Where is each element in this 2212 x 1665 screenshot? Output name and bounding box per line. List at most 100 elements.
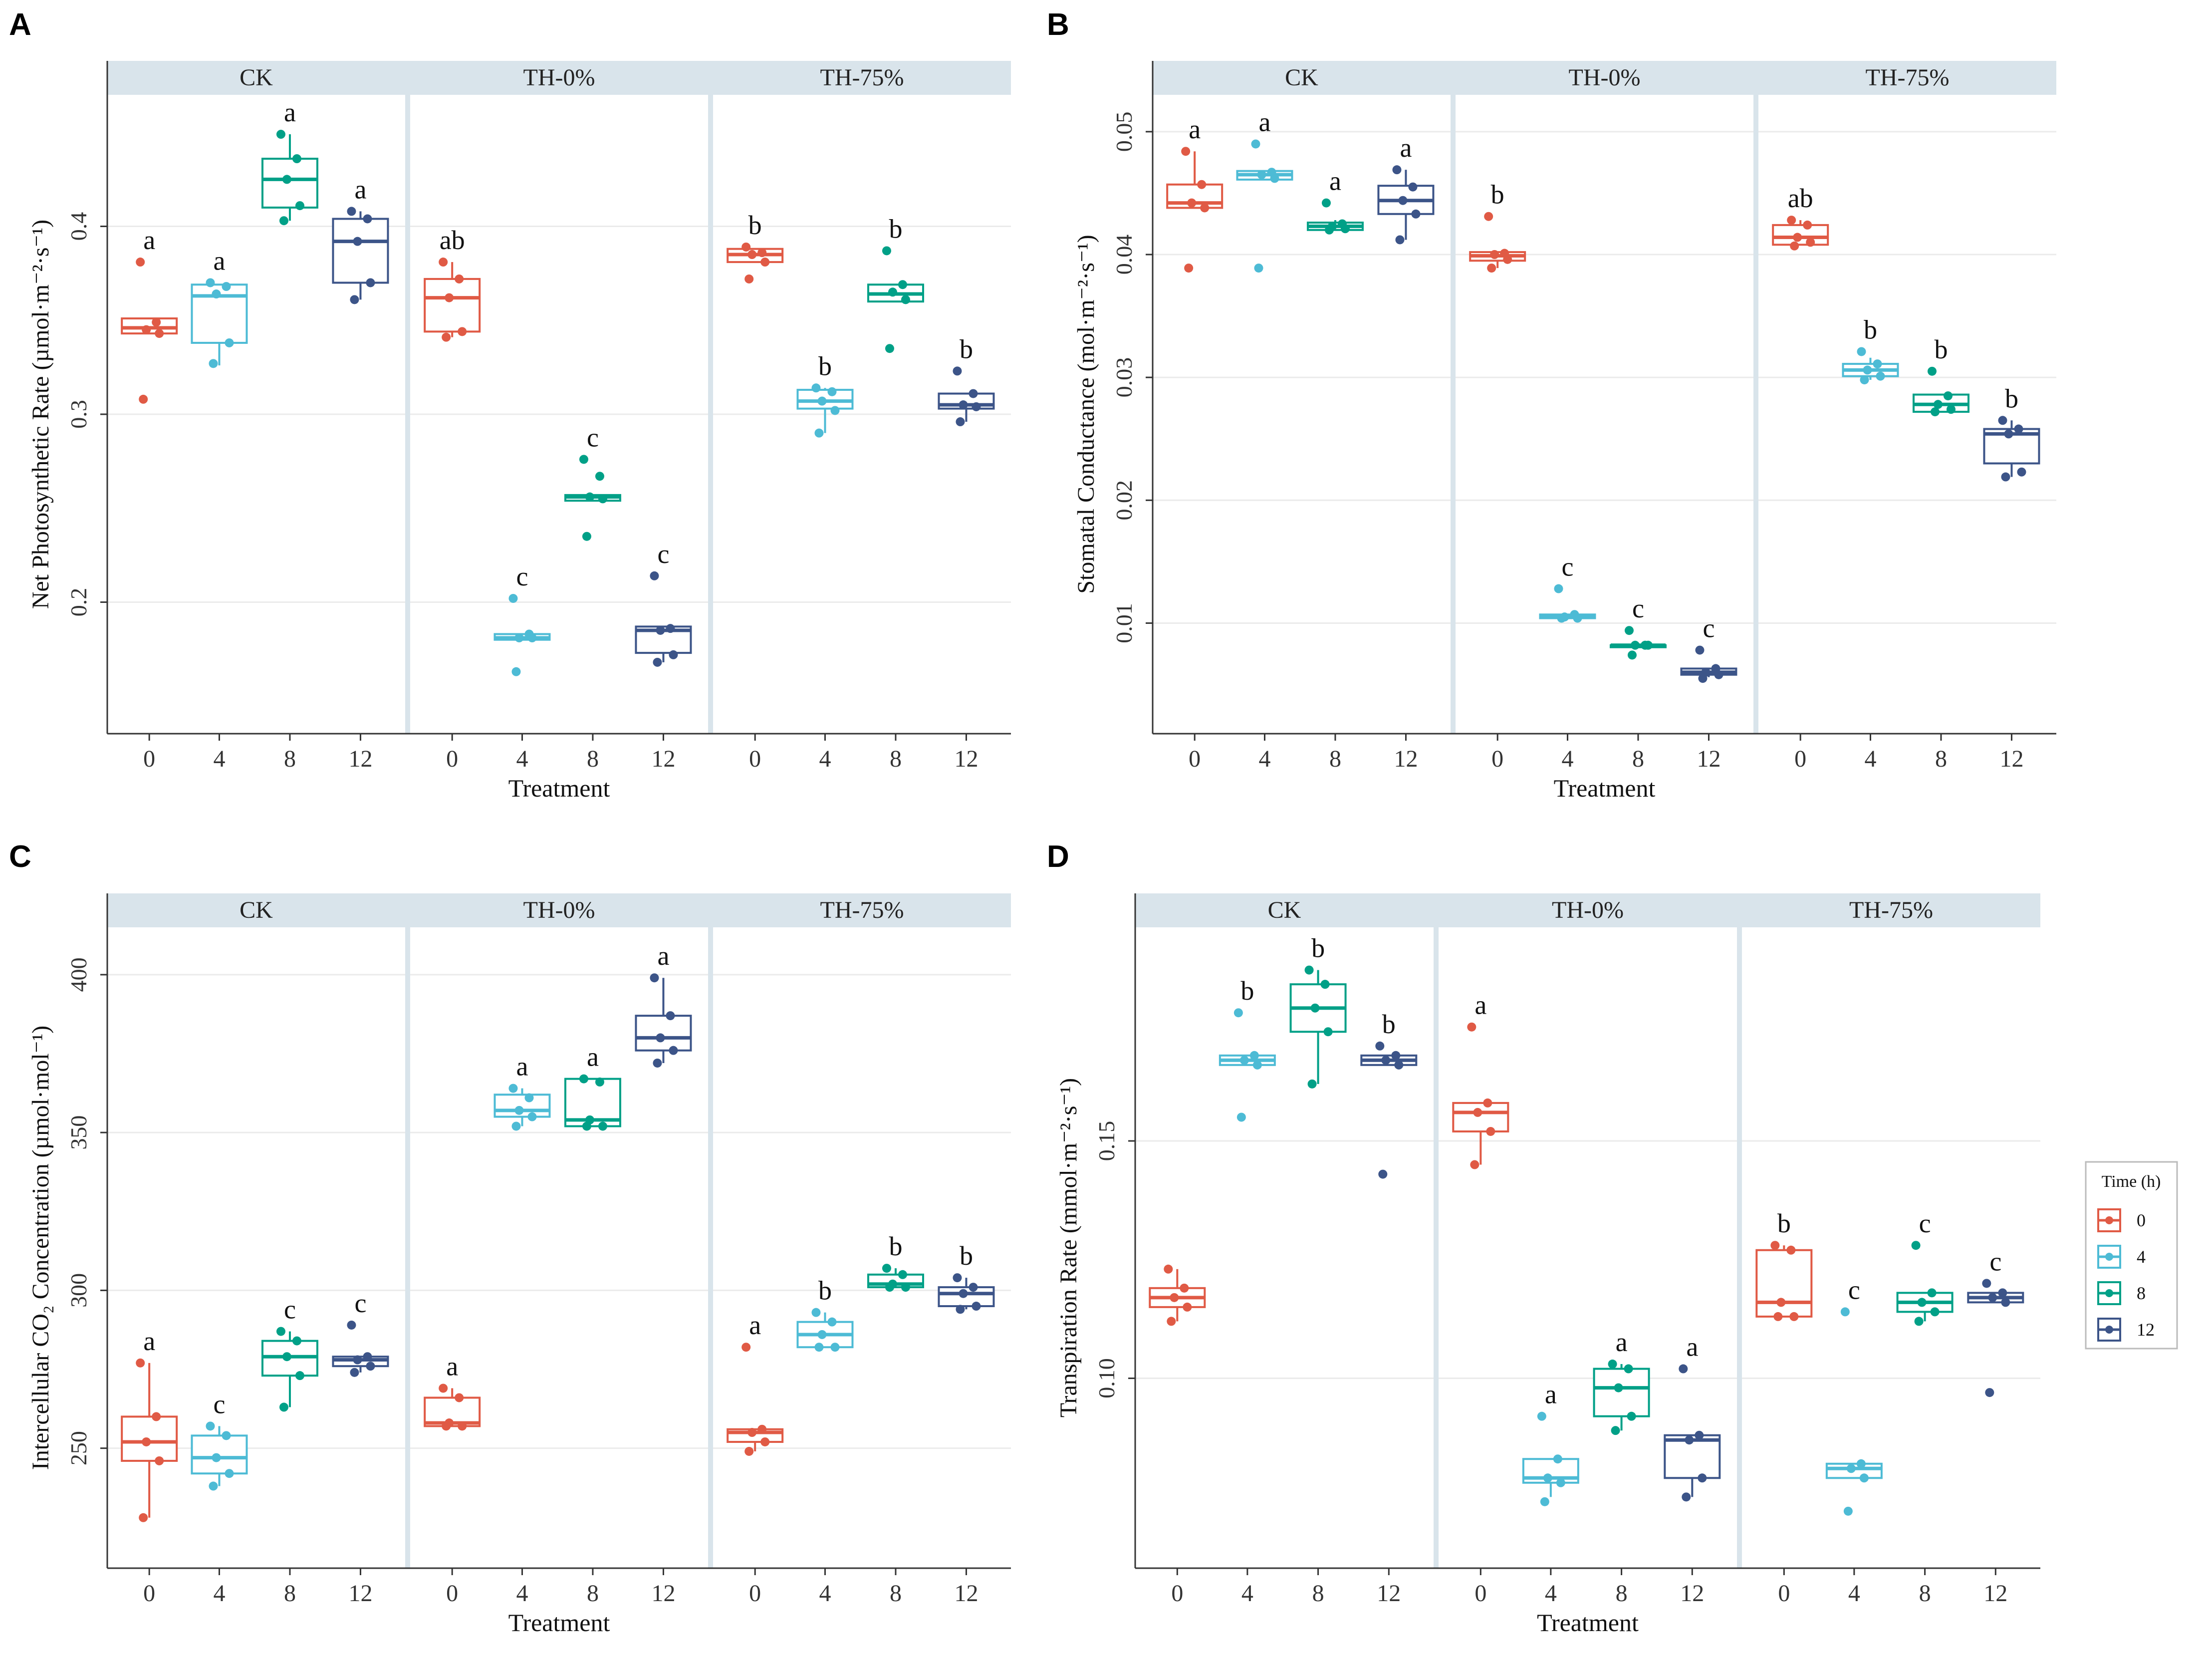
data-point: [524, 1093, 534, 1103]
x-tick-label: 0: [446, 1580, 458, 1607]
data-point: [1540, 1497, 1549, 1506]
x-tick-label: 4: [819, 1580, 831, 1607]
box-th0-t12: c: [635, 539, 692, 667]
data-point: [2004, 429, 2013, 439]
facet-strip: [1456, 61, 1753, 95]
panel-c: C CK a c c c 0 4 8 12 TH-0% a a a a 0 4 8 12 TH-75% a b b b 0 4 8 1…: [9, 839, 1011, 1637]
facet-title: TH-75%: [820, 64, 904, 91]
data-point: [222, 282, 231, 291]
data-point: [445, 293, 454, 302]
facet-title: TH-0%: [523, 64, 595, 91]
data-point: [1611, 1426, 1620, 1435]
data-point: [295, 201, 304, 211]
x-tick-label: 8: [890, 1580, 902, 1607]
data-point: [1375, 1041, 1385, 1051]
data-point: [142, 1437, 151, 1446]
facet-title: TH-0%: [1569, 64, 1641, 91]
data-point: [222, 1431, 231, 1440]
data-point: [1946, 405, 1956, 414]
data-point: [582, 532, 591, 541]
x-tick-label: 0: [749, 1580, 761, 1607]
legend: Time (h) 0 4 8 12: [2085, 1161, 2178, 1350]
data-point: [1187, 198, 1197, 208]
data-point: [2001, 1298, 2010, 1307]
data-point: [276, 1327, 285, 1336]
data-point: [279, 1402, 288, 1412]
data-point: [741, 1343, 751, 1352]
significance-letter: c: [1561, 552, 1573, 582]
significance-letter: b: [1382, 1009, 1396, 1039]
box-th75-t0: b: [1755, 1208, 1813, 1321]
data-point: [1787, 216, 1796, 225]
significance-letter: c: [516, 561, 528, 591]
data-point: [744, 1446, 754, 1456]
box-ck-t12: b: [1360, 1009, 1418, 1179]
data-point: [1770, 1241, 1780, 1250]
data-point: [155, 329, 164, 338]
x-tick-label: 4: [1258, 746, 1270, 772]
facet-strip: [1153, 61, 1451, 95]
significance-letter: a: [143, 225, 155, 255]
data-point: [206, 1421, 215, 1431]
data-point: [653, 657, 662, 667]
x-axis-label: Treatment: [508, 774, 610, 802]
y-tick-label: 250: [66, 1431, 91, 1465]
facet-title: CK: [1268, 897, 1301, 923]
data-point: [666, 1011, 675, 1021]
data-point: [1776, 1298, 1786, 1307]
box-ck-t4: c: [191, 1389, 248, 1491]
x-tick-label: 8: [890, 746, 902, 772]
data-point: [595, 472, 604, 481]
x-tick-label: 12: [1680, 1580, 1704, 1607]
data-point: [579, 1074, 588, 1084]
data-point: [1685, 1435, 1694, 1445]
data-point: [514, 1106, 524, 1115]
data-point: [882, 246, 891, 256]
box-ck-t0: a: [1166, 114, 1224, 273]
box-ck-t0: a: [121, 225, 178, 404]
significance-letter: a: [1400, 133, 1412, 163]
data-point: [959, 400, 968, 410]
significance-letter: c: [1703, 613, 1715, 643]
data-point: [292, 154, 301, 163]
data-point: [1200, 203, 1210, 213]
legend-key-point: [2105, 1253, 2113, 1261]
data-point: [292, 1336, 301, 1346]
significance-letter: b: [818, 1276, 832, 1306]
data-point: [1395, 235, 1405, 245]
box-th75-t4: b: [796, 351, 854, 438]
data-point: [152, 1412, 161, 1421]
data-point: [212, 1453, 221, 1462]
data-point: [827, 387, 837, 396]
data-point: [1252, 1060, 1262, 1070]
data-point: [747, 1428, 757, 1437]
data-point: [814, 1343, 824, 1352]
data-point: [741, 242, 751, 252]
data-point: [282, 1352, 291, 1362]
data-point: [969, 1283, 978, 1292]
data-point: [830, 406, 840, 415]
facet-panel: [713, 927, 1011, 1568]
data-point: [1985, 1388, 1994, 1397]
data-point: [901, 1283, 910, 1292]
data-point: [811, 1308, 821, 1317]
data-point: [1184, 264, 1194, 273]
box-th0-t4: c: [1539, 552, 1596, 623]
data-point: [1682, 1492, 1691, 1502]
legend-item-label: 4: [2137, 1247, 2146, 1267]
data-point: [1624, 1364, 1633, 1374]
significance-letter: b: [1240, 976, 1254, 1006]
box-iqr: [1452, 1102, 1509, 1132]
box-ck-t8: b: [1289, 933, 1347, 1089]
panel-label: B: [1047, 7, 1069, 42]
data-point: [458, 1421, 467, 1431]
data-point: [1608, 1360, 1617, 1369]
x-tick-label: 4: [213, 1580, 225, 1607]
facet-title: CK: [240, 64, 273, 91]
data-point: [1490, 250, 1499, 259]
panel-b: B CK a a a a 0 4 8 12 TH-0% b c c c 0 4 8 12 TH-75% ab b b b 0 4 8…: [1047, 7, 2056, 802]
data-point: [1846, 1464, 1856, 1473]
box-th75-t12: b: [938, 1241, 995, 1314]
facet-strip: [107, 61, 405, 95]
box-ck-t8: a: [1306, 166, 1364, 235]
